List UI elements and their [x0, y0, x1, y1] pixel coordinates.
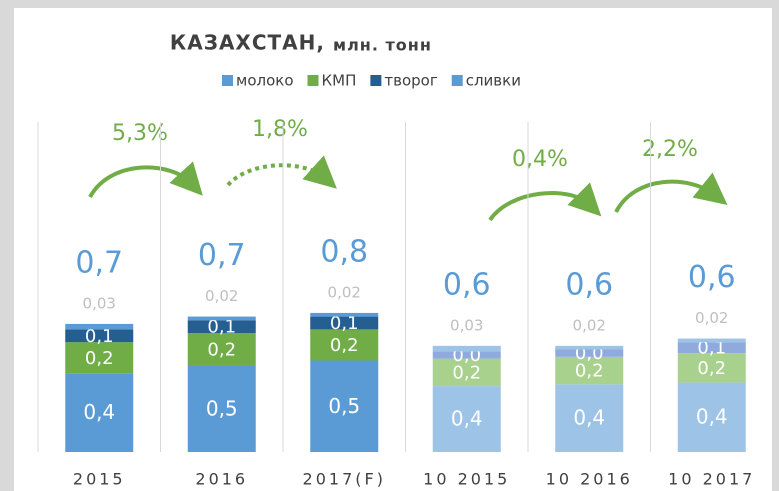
bar-segment [65, 323, 134, 330]
bar-segment [187, 365, 256, 452]
bar-segment [432, 351, 501, 359]
data-label: 0,5 [328, 394, 360, 418]
legend-swatch [451, 75, 463, 86]
x-tick-label: 10 2015 [423, 470, 510, 489]
bar-segment [310, 360, 379, 452]
x-tick-label: 2017(F) [303, 470, 386, 489]
chart-area [14, 8, 772, 491]
bar-segment [555, 356, 624, 385]
legend-label: КМП [322, 72, 357, 90]
x-tick-label: 2016 [195, 470, 248, 489]
data-label: 0,2 [207, 340, 236, 361]
data-label: 0,4 [83, 400, 115, 424]
data-label: 0,02 [328, 283, 361, 301]
data-label: 0,4 [451, 407, 483, 431]
bar-segment [677, 338, 746, 343]
total-label: 0,8 [320, 234, 368, 269]
bar-segment [555, 349, 624, 357]
data-label: 0,03 [83, 294, 116, 312]
arrow [226, 155, 337, 189]
legend-swatch [307, 75, 319, 86]
arrow [488, 182, 602, 222]
bar-segment [555, 384, 624, 452]
bar-segment [555, 345, 624, 350]
data-label: 0,4 [573, 406, 605, 430]
legend-swatch [222, 75, 233, 86]
bar-segment [187, 320, 256, 334]
bar-segment [65, 329, 134, 343]
chart-title: КАЗАХСТАН, [170, 31, 325, 55]
data-label: 0,02 [695, 309, 728, 327]
data-label: 0,2 [330, 335, 359, 356]
growth-arrows [88, 155, 728, 222]
data-label: 0,2 [575, 361, 604, 382]
legend-swatch [370, 75, 382, 86]
data-label: 0,1 [207, 317, 236, 338]
data-label: 0,02 [573, 316, 606, 334]
data-label: 0,1 [85, 326, 114, 347]
chart-subtitle: млн. тонн [333, 36, 432, 55]
arrow [614, 172, 728, 213]
bar-segment [65, 373, 134, 452]
total-label: 0,6 [443, 267, 491, 302]
bar-segment [677, 342, 746, 354]
total-label: 0,6 [688, 260, 736, 295]
bar-segment [432, 358, 501, 387]
bar-segment [187, 316, 256, 321]
data-label: 0,2 [452, 362, 481, 383]
bar-segment [65, 342, 134, 374]
data-label: 0,4 [696, 405, 728, 429]
x-tick-label: 2015 [73, 470, 126, 489]
bar-segment [432, 386, 501, 452]
bar-segment [432, 345, 501, 352]
bar-segment [310, 329, 379, 361]
bar-segment [310, 316, 379, 330]
growth-label: 5,3% [112, 121, 168, 146]
data-label: 0,03 [450, 316, 483, 334]
data-label: 0,5 [206, 396, 238, 420]
bar-segment [677, 382, 746, 452]
x-tick-label: 10 2016 [546, 470, 633, 489]
legend-label: сливки [466, 72, 521, 90]
bar-segment [677, 353, 746, 383]
data-label: 0,1 [330, 313, 359, 334]
arrow [88, 161, 203, 199]
data-label: 0,2 [85, 348, 114, 369]
bar-segment [187, 333, 256, 366]
x-tick-label: 10 2017 [668, 470, 755, 489]
legend-label: творог [384, 72, 437, 90]
growth-label: 1,8% [252, 117, 308, 142]
growth-label: 2,2% [642, 137, 698, 162]
total-label: 0,6 [565, 267, 613, 302]
total-label: 0,7 [75, 245, 123, 280]
data-label: 0,1 [697, 338, 726, 359]
data-label: 0,2 [697, 358, 726, 379]
legend-label: молоко [236, 72, 294, 90]
growth-label: 0,4% [512, 147, 568, 172]
total-label: 0,7 [198, 238, 246, 273]
data-label: 0,02 [205, 287, 238, 305]
bar-segment [310, 312, 379, 317]
